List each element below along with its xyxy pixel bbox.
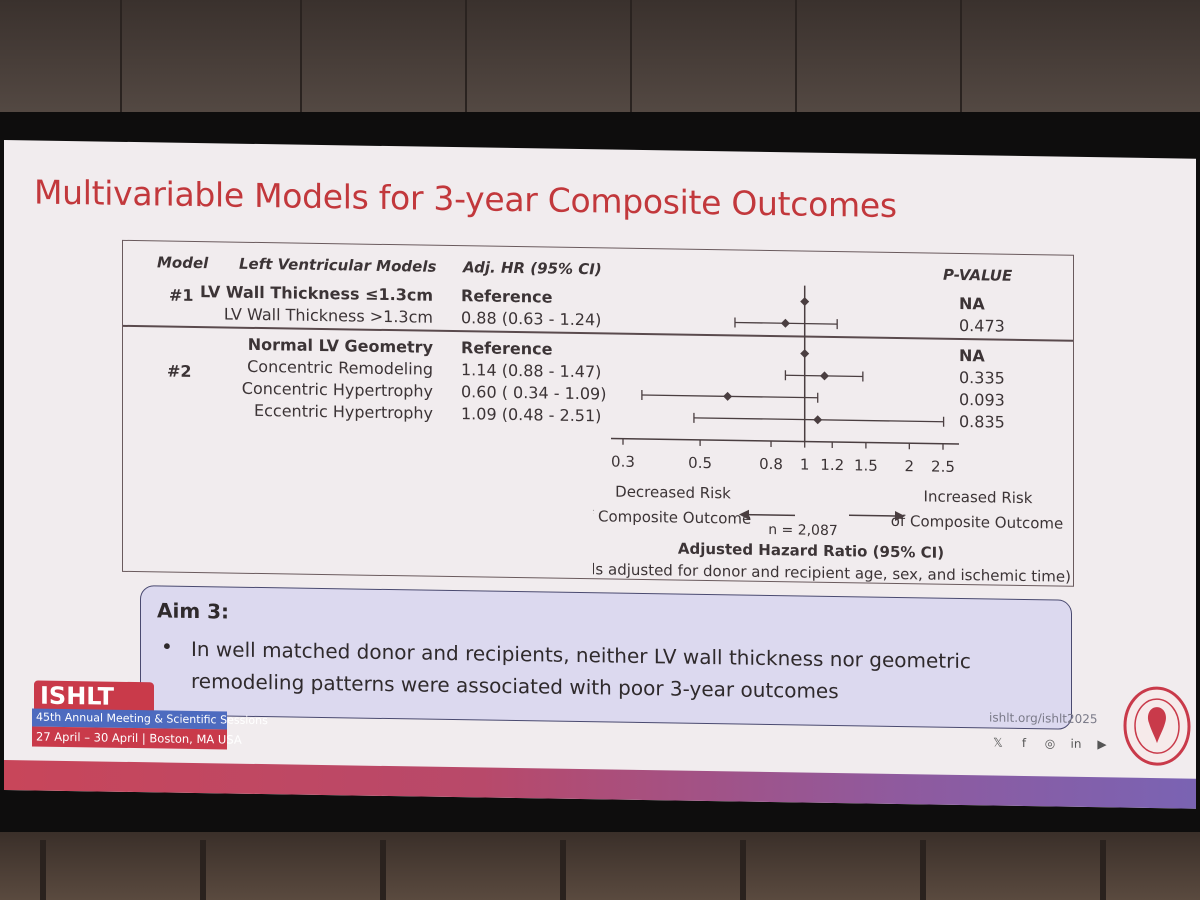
presentation-slide: Multivariable Models for 3-year Composit… xyxy=(4,140,1196,809)
x-tick-label: 0.8 xyxy=(759,455,783,473)
x-tick-label: 0.3 xyxy=(611,453,635,471)
conference-logo: ISHLT 45th Annual Meeting & Scientific S… xyxy=(32,680,268,753)
room-background xyxy=(0,0,1200,120)
x-axis-title: Adjusted Hazard Ratio (95% CI) xyxy=(678,540,944,562)
row-hr: 1.09 (0.48 - 2.51) xyxy=(461,404,602,426)
floor-post xyxy=(740,840,746,900)
wall-slat xyxy=(795,0,797,118)
website-url: ishlt.org/ishlt2025 xyxy=(989,710,1098,727)
x-icon: 𝕏 xyxy=(993,735,1003,750)
row-hr: Reference xyxy=(461,338,553,359)
right-arrow xyxy=(849,514,901,517)
header-hr: Adj. HR (95% CI) xyxy=(463,258,602,279)
linkedin-icon: in xyxy=(1070,736,1082,751)
x-tick-label: 1.2 xyxy=(820,456,844,474)
floor-post xyxy=(40,840,46,900)
left-direction-label: of Composite Outcome xyxy=(593,507,751,528)
meeting-dates: 27 April – 30 April | Boston, MA USA xyxy=(32,726,242,750)
row-label: Concentric Hypertrophy xyxy=(241,378,433,401)
x-tick-label: 1.5 xyxy=(854,456,878,474)
header-lv-models: Left Ventricular Models xyxy=(239,254,437,276)
x-tick-label: 0.5 xyxy=(688,454,712,472)
floor-post xyxy=(200,840,206,900)
right-direction-label: Increased Risk xyxy=(924,487,1033,507)
aim-title: Aim 3: xyxy=(157,598,230,624)
wall-slat xyxy=(120,0,122,118)
slide-title: Multivariable Models for 3-year Composit… xyxy=(34,172,897,226)
forest-plot-table: Model Left Ventricular Models Adj. HR (9… xyxy=(122,239,1074,587)
hr-point xyxy=(800,297,810,307)
floor-post xyxy=(1100,840,1106,900)
row-label: Concentric Remodeling xyxy=(247,356,433,379)
forest-plot: 0.3 0.5 0.8 1 1.2 1.5 2 2.5 Decreased Risk of Com… xyxy=(593,285,1071,586)
row-hr: Reference xyxy=(461,286,553,307)
hr-point xyxy=(813,415,823,425)
aim-callout: Aim 3: • In well matched donor and recip… xyxy=(140,585,1072,730)
hr-point xyxy=(723,391,733,401)
left-arrow xyxy=(743,513,795,517)
wall-slat xyxy=(630,0,632,118)
society-seal-icon xyxy=(1123,686,1191,766)
aim-text: In well matched donor and recipients, ne… xyxy=(191,636,971,704)
youtube-icon: ▶ xyxy=(1097,737,1107,752)
bullet-marker: • xyxy=(161,634,173,659)
floor-post xyxy=(560,840,566,900)
hr-point xyxy=(780,318,790,328)
hr-point xyxy=(819,371,829,381)
row-hr: 1.14 (0.88 - 1.47) xyxy=(461,360,602,382)
x-tick-label: 2.5 xyxy=(931,458,955,476)
floor-post xyxy=(920,840,926,900)
floor-post xyxy=(380,840,386,900)
facebook-icon: f xyxy=(1021,735,1027,751)
wall-slat xyxy=(465,0,467,118)
right-arrowhead xyxy=(895,510,905,521)
row-label: Normal LV Geometry xyxy=(247,334,433,357)
instagram-icon: ◎ xyxy=(1044,736,1056,751)
left-direction-label: Decreased Risk xyxy=(615,483,731,503)
row-hr: 0.88 (0.63 - 1.24) xyxy=(461,308,602,330)
stage-floor xyxy=(0,832,1200,900)
header-model: Model xyxy=(157,253,209,273)
hr-point xyxy=(800,349,810,359)
row-label: Eccentric Hypertrophy xyxy=(254,400,433,423)
left-arrowhead xyxy=(739,509,749,520)
x-tick-label: 2 xyxy=(905,457,915,475)
wall-slat xyxy=(960,0,962,118)
logo-text: ISHLT xyxy=(40,681,114,711)
x-tick-label: 1 xyxy=(800,456,810,474)
row-label: LV Wall Thickness ≤1.3cm xyxy=(199,282,433,305)
x-axis-line xyxy=(611,437,959,445)
wall-slat xyxy=(300,0,302,118)
row-label: LV Wall Thickness >1.3cm xyxy=(223,304,433,327)
logo-wordmark: ISHLT xyxy=(34,680,154,713)
row-hr: 0.60 ( 0.34 - 1.09) xyxy=(461,382,607,404)
header-pvalue: P-VALUE xyxy=(943,265,1013,285)
sample-size-label: n = 2,087 xyxy=(768,522,838,539)
adjustment-note: (Models adjusted for donor and recipient… xyxy=(593,559,1071,585)
right-direction-label: of Composite Outcome xyxy=(891,512,1064,533)
